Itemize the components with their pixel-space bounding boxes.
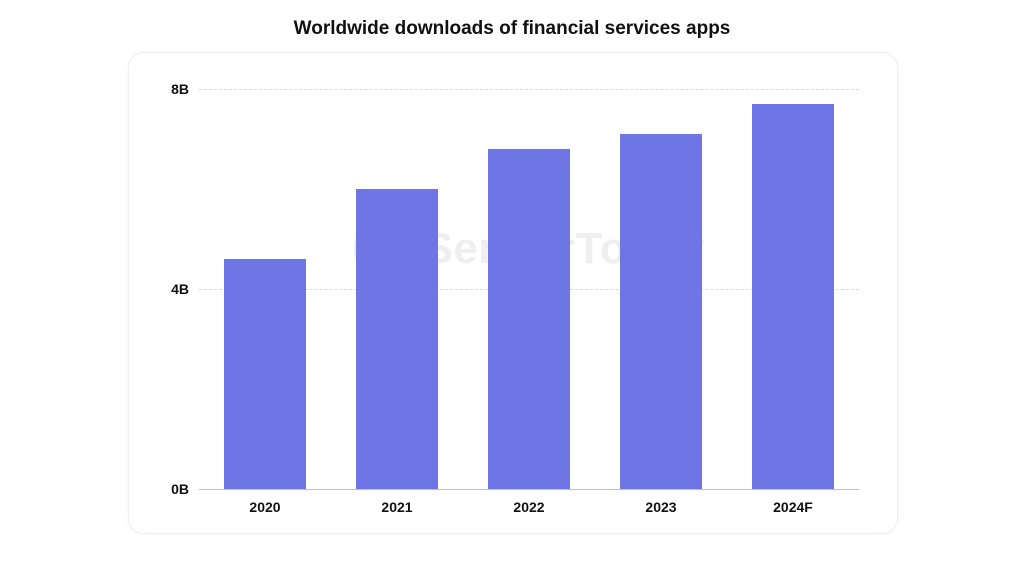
- bar: [224, 259, 306, 489]
- y-axis-tick: 4B: [171, 281, 199, 297]
- x-axis-tick: 2024F: [773, 489, 813, 515]
- y-axis-tick: 0B: [171, 481, 199, 497]
- y-axis-tick: 8B: [171, 81, 199, 97]
- x-axis-tick: 2022: [513, 489, 544, 515]
- gridline: [199, 89, 859, 90]
- chart-title: Worldwide downloads of financial service…: [0, 0, 1024, 46]
- x-axis-tick: 2021: [381, 489, 412, 515]
- chart-plot-area: SensorTower 0B4B8B20202021202220232024F: [199, 89, 859, 489]
- x-axis-tick: 2023: [645, 489, 676, 515]
- chart-card: SensorTower 0B4B8B20202021202220232024F: [128, 52, 898, 534]
- bar: [620, 134, 702, 489]
- x-axis-tick: 2020: [249, 489, 280, 515]
- bar: [488, 149, 570, 489]
- bar: [356, 189, 438, 489]
- bar: [752, 104, 834, 489]
